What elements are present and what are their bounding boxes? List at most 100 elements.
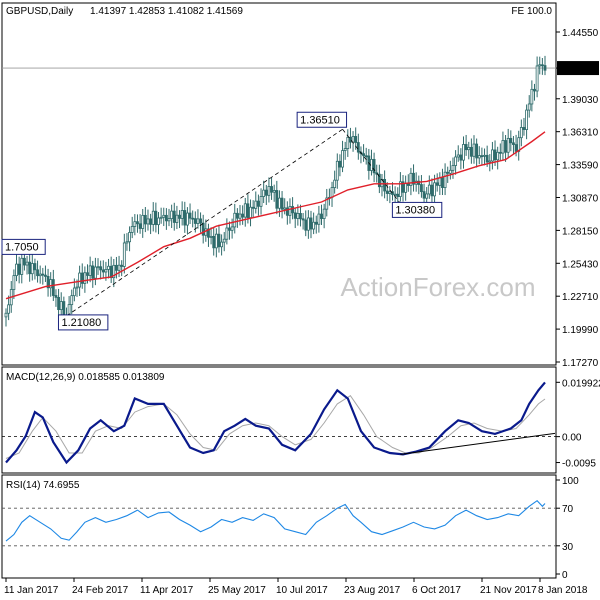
candle-body xyxy=(159,216,163,219)
candle-body xyxy=(330,187,334,198)
y-tick-label: 1.36310 xyxy=(562,128,599,139)
candle-body xyxy=(456,154,460,158)
candle-body xyxy=(230,226,234,231)
candle-body xyxy=(20,257,24,275)
last-price-label: 1.41569 xyxy=(562,64,599,75)
rsi-axis: 100 70 30 0 xyxy=(556,476,579,581)
candle-body xyxy=(25,261,29,266)
moving-average-line xyxy=(5,131,546,300)
candle-body xyxy=(59,301,63,310)
candle-body xyxy=(120,264,124,267)
candle-body xyxy=(296,213,300,219)
candle-body xyxy=(306,217,310,231)
candle-body xyxy=(506,137,510,153)
candle-body xyxy=(172,210,176,223)
candle-body xyxy=(51,279,55,296)
candle-body xyxy=(272,190,276,193)
candle-body xyxy=(75,286,79,289)
candle-body xyxy=(475,143,479,159)
candle-body xyxy=(275,190,279,209)
macd-axis: 0.019922 0.00 -0.0095 xyxy=(556,378,600,470)
candle-body xyxy=(527,103,531,111)
annotation-box xyxy=(296,111,348,128)
candle-body xyxy=(78,272,82,288)
candle-body xyxy=(36,269,39,277)
candle-body xyxy=(409,172,413,186)
candle-body xyxy=(504,140,507,153)
candle-body xyxy=(167,218,171,222)
candle-body xyxy=(540,64,544,67)
candle-body xyxy=(514,144,518,152)
candle-body xyxy=(170,210,174,219)
candle-body xyxy=(496,151,500,161)
candle-body xyxy=(406,183,410,186)
candle-body xyxy=(143,214,147,225)
candle-body xyxy=(267,186,271,196)
candle-body xyxy=(291,206,294,214)
candle-body xyxy=(512,142,515,145)
candle-body xyxy=(86,272,89,276)
x-tick-label: 25 May 2017 xyxy=(208,585,266,596)
candle-body xyxy=(107,265,110,270)
candle-body xyxy=(278,197,281,209)
candle-body xyxy=(464,144,468,151)
annotation-label: 1.30380 xyxy=(395,204,435,216)
candle-body xyxy=(136,221,139,225)
candle-body xyxy=(396,193,400,197)
candle-body xyxy=(196,218,200,224)
y-tick-label: 1.17270 xyxy=(562,358,599,369)
candle-body xyxy=(149,218,153,225)
y-tick-label: 1.28150 xyxy=(562,226,599,237)
candle-body xyxy=(377,173,381,188)
candle-body xyxy=(362,153,365,157)
x-tick-label: 11 Jan 2017 xyxy=(4,585,59,596)
candle-body xyxy=(433,182,436,197)
candle-body xyxy=(454,156,458,166)
candle-body xyxy=(12,275,16,290)
candle-body xyxy=(435,182,439,186)
watermark: ActionForex.com xyxy=(340,272,535,302)
candle-body xyxy=(112,264,116,279)
candle-body xyxy=(99,266,103,271)
candle-body xyxy=(243,203,247,218)
price-panel-frame xyxy=(1,2,557,366)
rsi-panel-frame xyxy=(1,474,557,579)
candle-body xyxy=(412,172,415,185)
annotation-box xyxy=(57,314,109,331)
candle-body xyxy=(138,223,142,229)
candle-body xyxy=(96,266,100,269)
candle-body xyxy=(178,214,181,219)
candle-body xyxy=(317,213,321,225)
candle-body xyxy=(398,181,402,197)
candle-body xyxy=(228,227,231,231)
candle-body xyxy=(393,193,397,196)
candle-body xyxy=(293,212,297,219)
candle-body xyxy=(30,263,34,275)
candle-body xyxy=(533,88,536,92)
candle-body xyxy=(49,279,53,289)
candle-body xyxy=(57,296,60,310)
candle-body xyxy=(157,217,160,226)
candle-body xyxy=(322,208,326,219)
candle-body xyxy=(304,219,308,231)
candle-body xyxy=(535,65,539,92)
candle-body xyxy=(498,151,502,154)
candle-body xyxy=(301,218,305,221)
candle-body xyxy=(448,169,452,174)
y-tick-label: 1.44550 xyxy=(562,28,599,39)
candle-body xyxy=(15,263,18,277)
candle-body xyxy=(80,272,84,284)
ohlc-label: 1.41397 1.42853 1.41082 1.41569 xyxy=(90,6,243,17)
symbol-label: GBPUSD,Daily xyxy=(6,6,73,17)
candle-body xyxy=(472,143,476,157)
candle-body xyxy=(183,210,187,226)
candle-body xyxy=(225,227,229,240)
candle-body xyxy=(372,158,376,174)
candle-body xyxy=(4,312,8,318)
candle-body xyxy=(33,263,37,271)
candle-body xyxy=(420,184,423,193)
candle-body xyxy=(222,238,226,243)
candle-body xyxy=(509,137,513,144)
price-axis: 1.44550 1.41569 1.39030 1.36310 1.33590 1.308… xyxy=(556,28,599,369)
y-tick-label: 1.22710 xyxy=(562,292,599,303)
